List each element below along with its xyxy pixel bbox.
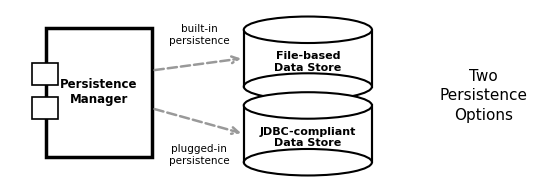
Ellipse shape xyxy=(244,17,372,43)
Text: plugged-in
persistence: plugged-in persistence xyxy=(169,144,230,166)
Text: File-based
Data Store: File-based Data Store xyxy=(274,51,342,73)
Ellipse shape xyxy=(244,73,372,100)
FancyBboxPatch shape xyxy=(46,28,152,156)
Text: Two
Persistence
Options: Two Persistence Options xyxy=(440,69,528,123)
Ellipse shape xyxy=(244,92,372,119)
FancyBboxPatch shape xyxy=(32,63,58,85)
FancyBboxPatch shape xyxy=(32,97,58,119)
Ellipse shape xyxy=(244,149,372,175)
Text: JDBC-compliant
Data Store: JDBC-compliant Data Store xyxy=(260,127,356,148)
Polygon shape xyxy=(244,30,372,87)
Text: Persistence
Manager: Persistence Manager xyxy=(60,78,138,106)
Text: built-in
persistence: built-in persistence xyxy=(169,24,230,46)
Polygon shape xyxy=(244,105,372,162)
